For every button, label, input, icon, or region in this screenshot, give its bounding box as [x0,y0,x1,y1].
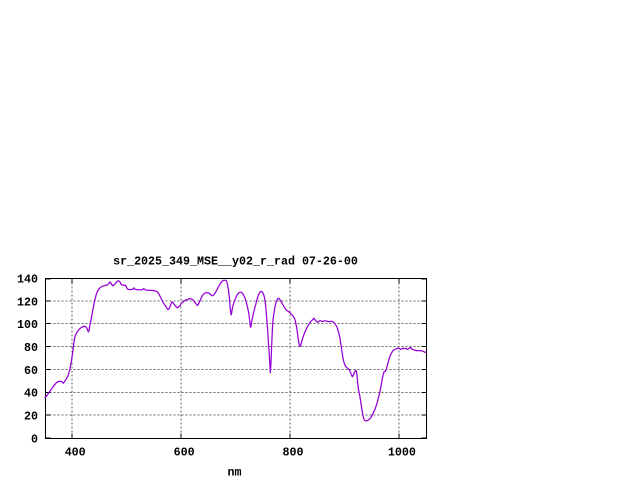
svg-text:600: 600 [174,446,195,460]
svg-text:400: 400 [65,446,86,460]
svg-text:60: 60 [24,364,38,378]
svg-text:140: 140 [17,273,38,287]
svg-text:1000: 1000 [388,446,416,460]
svg-text:sr_2025_349_MSE__y02_r_rad 07-: sr_2025_349_MSE__y02_r_rad 07-26-00 [113,254,358,268]
svg-text:20: 20 [24,410,38,424]
svg-text:0: 0 [31,433,38,447]
svg-text:100: 100 [17,318,38,332]
svg-text:120: 120 [17,295,38,309]
svg-text:40: 40 [24,387,38,401]
svg-text:nm: nm [228,465,242,479]
svg-text:80: 80 [24,341,38,355]
svg-text:800: 800 [283,446,304,460]
